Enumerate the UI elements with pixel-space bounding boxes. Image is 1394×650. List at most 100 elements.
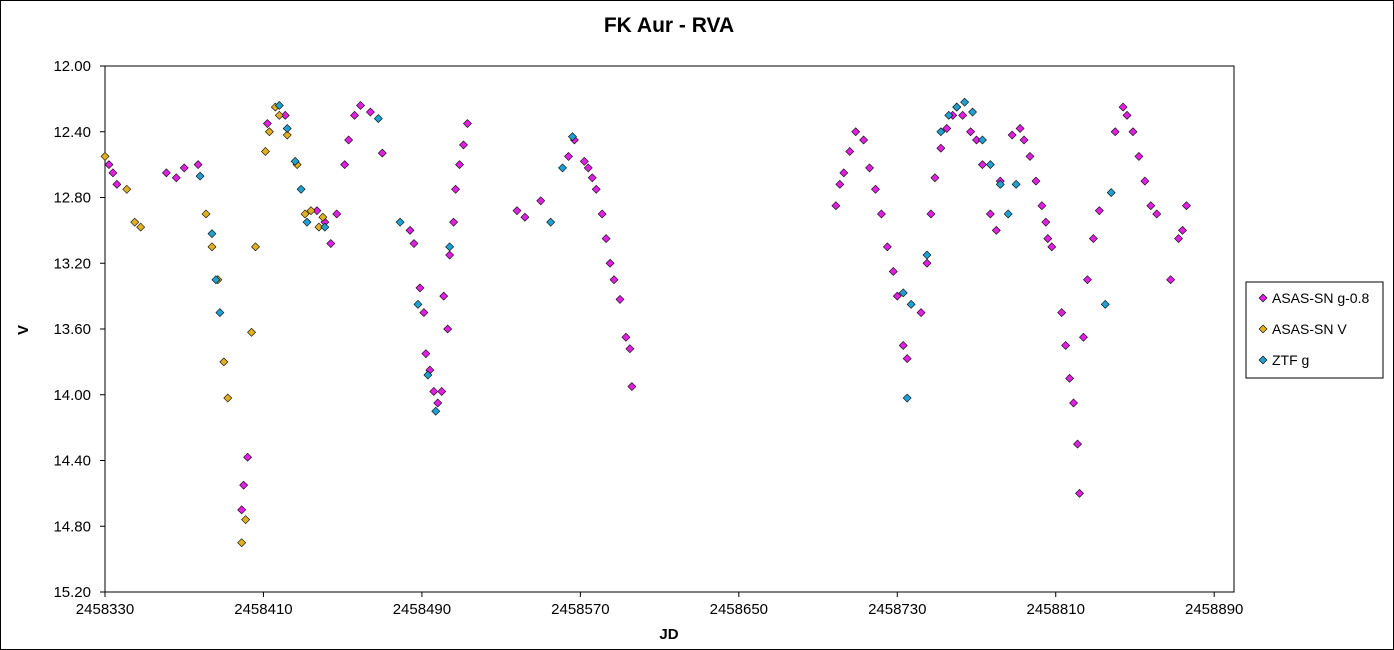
y-tick-label: 12.80 (53, 190, 91, 207)
point-asas-sn-g-0-8 (579, 156, 589, 166)
y-tick-label: 15.20 (53, 584, 91, 601)
legend-label: ASAS-SN V (1272, 321, 1347, 337)
point-ztf-g (282, 124, 292, 133)
point-asas-sn-g-0-8 (966, 127, 975, 137)
point-ztf-g (320, 222, 330, 232)
point-ztf-g (431, 406, 441, 416)
point-ztf-g (274, 101, 284, 110)
point-asas-sn-g-0-8 (1073, 439, 1082, 449)
point-asas-sn-v (261, 147, 270, 156)
point-asas-sn-g-0-8 (851, 127, 861, 137)
point-ztf-g (995, 179, 1005, 189)
point-asas-sn-g-0-8 (437, 387, 447, 396)
point-asas-sn-g-0-8 (520, 212, 530, 222)
point-ztf-g (423, 370, 433, 380)
point-asas-sn-g-0-8 (449, 217, 459, 227)
point-asas-sn-g-0-8 (512, 206, 522, 216)
point-ztf-g (936, 127, 946, 137)
point-asas-sn-g-0-8 (1031, 176, 1041, 186)
point-ztf-g (960, 97, 970, 107)
point-asas-sn-v (122, 184, 132, 194)
point-asas-sn-g-0-8 (936, 143, 946, 153)
point-asas-sn-g-0-8 (835, 179, 845, 189)
point-ztf-g (1106, 188, 1116, 197)
point-asas-sn-g-0-8 (587, 173, 597, 183)
point-asas-sn-g-0-8 (1083, 275, 1092, 285)
point-asas-sn-g-0-8 (344, 135, 354, 145)
point-asas-sn-g-0-8 (108, 168, 118, 178)
point-asas-sn-g-0-8 (243, 452, 253, 462)
point-ztf-g (195, 171, 205, 181)
point-asas-sn-g-0-8 (409, 239, 419, 248)
point-asas-sn-g-0-8 (239, 480, 249, 490)
legend-label: ZTF g (1272, 352, 1309, 368)
point-asas-sn-g-0-8 (991, 225, 1001, 235)
point-ztf-g (211, 275, 221, 285)
point-asas-sn-g-0-8 (421, 349, 431, 359)
point-asas-sn-g-0-8 (922, 258, 932, 268)
y-axis: 12.00 12.40 12.80 13.20 13.60 14.00 14.40 14.80… (53, 58, 105, 601)
point-asas-sn-g-0-8 (1152, 209, 1162, 219)
x-tick-label: 2458810 (1027, 601, 1085, 618)
legend-marker (1258, 355, 1268, 365)
point-asas-sn-v (237, 538, 247, 548)
point-asas-sn-g-0-8 (1075, 488, 1084, 498)
point-asas-sn-g-0-8 (312, 206, 322, 216)
point-asas-sn-g-0-8 (193, 160, 203, 170)
point-asas-sn-v (201, 209, 211, 219)
point-asas-sn-v (136, 222, 146, 232)
point-ztf-g (944, 110, 954, 120)
x-axis-label: JD (659, 626, 678, 643)
point-asas-sn-g-0-8 (865, 163, 874, 173)
point-asas-sn-g-0-8 (536, 196, 546, 206)
legend-box (1245, 281, 1384, 379)
point-asas-sn-g-0-8 (625, 344, 635, 354)
point-ztf-g (898, 288, 908, 298)
point-asas-sn-g-0-8 (1140, 176, 1150, 186)
point-asas-sn-g-0-8 (1007, 130, 1017, 140)
legend-marker (1258, 324, 1268, 334)
point-asas-sn-v (130, 217, 140, 227)
point-asas-sn-g-0-8 (831, 201, 841, 211)
point-asas-sn-g-0-8 (1146, 201, 1156, 211)
point-asas-sn-v (223, 393, 233, 403)
point-ztf-g (1100, 299, 1110, 309)
y-tick-label: 12.40 (53, 124, 91, 141)
point-asas-sn-g-0-8 (455, 160, 464, 170)
point-asas-sn-g-0-8 (972, 135, 981, 145)
point-asas-sn-g-0-8 (451, 184, 461, 194)
point-asas-sn-v (207, 242, 217, 252)
point-asas-sn-g-0-8 (1019, 135, 1029, 145)
plot-area (104, 65, 1235, 593)
point-asas-sn-g-0-8 (1069, 398, 1078, 408)
point-asas-sn-g-0-8 (1182, 201, 1191, 211)
point-ztf-g (445, 242, 455, 252)
point-asas-sn-g-0-8 (882, 242, 892, 252)
point-asas-sn-g-0-8 (1128, 127, 1138, 137)
point-ztf-g (302, 217, 312, 227)
point-asas-sn-g-0-8 (564, 151, 573, 161)
legend-label: ASAS-SN g-0.8 (1272, 290, 1369, 306)
point-asas-sn-g-0-8 (1134, 151, 1144, 161)
point-asas-sn-g-0-8 (1041, 217, 1051, 227)
point-asas-sn-g-0-8 (888, 267, 898, 276)
x-tick-label: 2458330 (76, 601, 134, 618)
point-asas-sn-g-0-8 (1037, 201, 1047, 211)
point-ztf-g (1003, 209, 1013, 219)
point-asas-sn-g-0-8 (1166, 275, 1176, 285)
point-ztf-g (952, 102, 962, 112)
point-asas-sn-g-0-8 (845, 147, 855, 156)
point-ztf-g (296, 184, 306, 194)
point-asas-sn-g-0-8 (898, 341, 908, 350)
point-asas-sn-g-0-8 (916, 308, 926, 317)
y-tick-label: 14.40 (53, 453, 91, 470)
point-asas-sn-v (219, 357, 229, 367)
x-tick-label: 2458650 (710, 601, 768, 618)
point-ztf-g (215, 308, 225, 317)
point-ztf-g (978, 135, 987, 145)
x-tick-label: 2458410 (234, 601, 292, 618)
point-asas-sn-g-0-8 (439, 291, 449, 301)
point-asas-sn-g-0-8 (892, 291, 902, 301)
point-asas-sn-g-0-8 (237, 505, 247, 515)
point-asas-sn-v (100, 151, 110, 161)
